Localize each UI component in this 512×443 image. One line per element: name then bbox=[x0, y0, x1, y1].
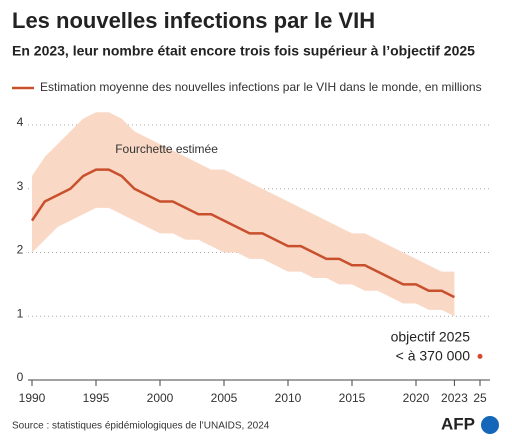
x-tick-label: 2010 bbox=[275, 391, 302, 405]
logo: AFP bbox=[441, 414, 475, 433]
target-label: objectif 2025 bbox=[391, 329, 471, 345]
band-label: Fourchette estimée bbox=[115, 142, 218, 156]
y-tick-label: 0 bbox=[17, 370, 24, 384]
chart-title: Les nouvelles infections par le VIH bbox=[12, 8, 375, 33]
line bbox=[30, 168, 455, 299]
x-tick-label: 1995 bbox=[83, 391, 110, 405]
chart-subtitle: En 2023, leur nombre était encore trois … bbox=[12, 43, 475, 59]
x-tick-label: 2000 bbox=[147, 391, 174, 405]
y-tick-label: 4 bbox=[17, 115, 24, 129]
source: Source : statistiques épidémiologiques d… bbox=[12, 421, 270, 432]
x-tick-label: 1990 bbox=[19, 391, 46, 405]
legend-label: Estimation moyenne des nouvelles infecti… bbox=[40, 80, 482, 94]
x-tick-label: 2015 bbox=[339, 391, 366, 405]
x-tick-label: 25 bbox=[473, 391, 487, 405]
x-tick-label: 2020 bbox=[403, 391, 430, 405]
x-tick-label: 2005 bbox=[211, 391, 238, 405]
x-tick-label: 2023 bbox=[441, 391, 468, 405]
logo-globe bbox=[481, 416, 499, 434]
band bbox=[32, 112, 455, 317]
y-tick-label: 2 bbox=[17, 243, 24, 257]
target-point bbox=[477, 353, 483, 359]
target-value-label: < à 370 000 bbox=[396, 348, 471, 364]
y-tick-label: 1 bbox=[17, 306, 24, 320]
y-tick-label: 3 bbox=[17, 179, 24, 193]
